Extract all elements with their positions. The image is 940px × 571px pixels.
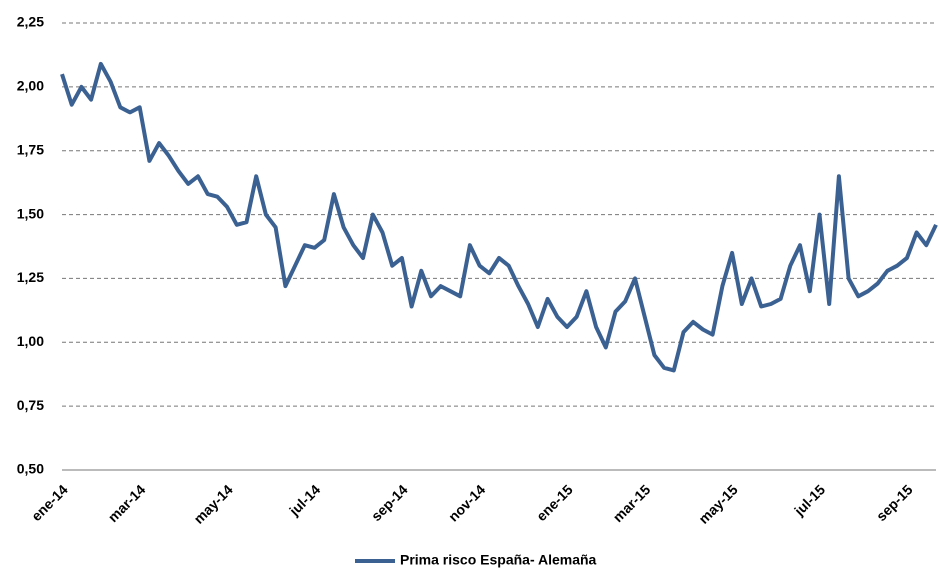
x-tick-label: may-14 — [190, 481, 236, 527]
y-tick-label: 1,00 — [17, 333, 44, 349]
x-tick-label: jul-15 — [790, 481, 828, 519]
y-tick-label: 2,00 — [17, 78, 44, 94]
y-tick-label: 0,75 — [17, 397, 44, 413]
y-tick-label: 1,75 — [17, 141, 44, 157]
x-tick-label: jul-14 — [285, 481, 323, 519]
y-tick-label: 1,50 — [17, 205, 44, 221]
x-tick-label: ene-14 — [28, 481, 71, 524]
x-tick-label: mar-15 — [610, 481, 654, 525]
x-tick-label: mar-14 — [105, 481, 149, 525]
y-tick-label: 2,25 — [17, 14, 44, 30]
y-tick-label: 0,50 — [17, 461, 44, 477]
data-line — [60, 61, 938, 373]
x-tick-label: ene-15 — [533, 481, 576, 524]
x-tick-label: sep-15 — [873, 481, 916, 524]
x-tick-label: may-15 — [695, 481, 741, 527]
legend-label: Prima risco España- Alemaña — [400, 552, 597, 568]
x-tick-label: nov-14 — [445, 481, 488, 524]
x-tick-label: sep-14 — [368, 481, 411, 524]
y-tick-label: 1,25 — [17, 269, 44, 285]
